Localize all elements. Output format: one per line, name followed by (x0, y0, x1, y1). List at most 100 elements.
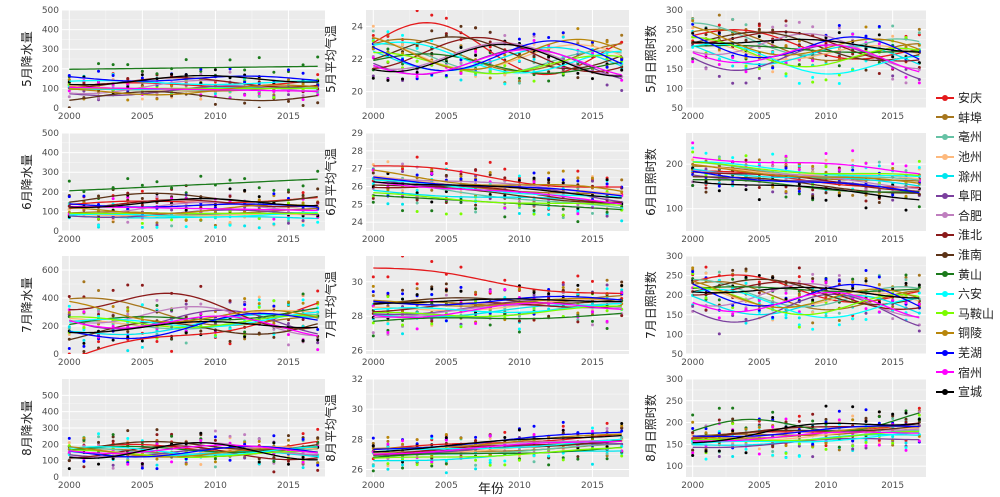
point-滁州 (532, 57, 536, 61)
point-安庆 (386, 275, 390, 279)
point-六安 (811, 75, 815, 79)
panel-9: 50 100 150 200 250 300 2000 2005 2010 2015 7月日照时数 (643, 252, 926, 368)
point-宣城 (771, 276, 775, 280)
point-池州 (140, 97, 144, 101)
point-黄山 (430, 464, 434, 468)
point-黄山 (184, 58, 188, 62)
point-池州 (199, 97, 203, 101)
point-淮北 (704, 308, 708, 312)
point-黄山 (590, 319, 594, 323)
point-马鞍山 (488, 463, 492, 467)
point-淮北 (82, 465, 86, 469)
point-宿州 (811, 279, 815, 283)
point-宣城 (243, 335, 247, 339)
point-淮南 (155, 428, 159, 432)
point-淮北 (316, 468, 320, 472)
y-tick-label: 26 (352, 465, 364, 475)
point-宣城 (824, 198, 828, 202)
point-芜湖 (784, 166, 788, 170)
point-宣城 (891, 55, 895, 59)
point-六安 (717, 57, 721, 61)
point-六安 (784, 313, 788, 317)
point-芜湖 (140, 76, 144, 80)
point-芜湖 (576, 179, 580, 183)
point-安庆 (503, 430, 507, 434)
point-淮南 (213, 102, 217, 106)
line-池州 (373, 298, 622, 312)
point-黄山 (561, 207, 565, 211)
point-六安 (415, 46, 419, 50)
point-宿州 (532, 433, 536, 437)
point-宿州 (691, 60, 695, 64)
point-六安 (228, 327, 232, 331)
point-铜陵 (257, 302, 261, 306)
line-宣城 (692, 422, 920, 444)
point-马鞍山 (891, 441, 895, 445)
point-铜陵 (837, 191, 841, 195)
point-六安 (731, 156, 735, 160)
point-黄山 (547, 79, 551, 83)
point-阜阳 (717, 332, 721, 336)
point-黄山 (228, 178, 232, 182)
line-宿州 (373, 48, 622, 76)
point-合肥 (797, 279, 801, 283)
point-淮北 (532, 318, 536, 322)
point-黄山 (199, 69, 203, 73)
point-亳州 (744, 23, 748, 27)
x-tick-label: 2000 (362, 112, 385, 122)
point-安庆 (371, 275, 375, 279)
point-亳州 (904, 278, 908, 282)
point-六安 (704, 457, 708, 461)
point-滁州 (272, 222, 276, 226)
point-阜阳 (864, 446, 868, 450)
point-淮南 (459, 24, 463, 28)
point-宿州 (691, 451, 695, 455)
legend-label: 合肥 (958, 208, 983, 223)
point-芜湖 (272, 192, 276, 196)
point-六安 (744, 281, 748, 285)
point-芜湖 (811, 442, 815, 446)
point-马鞍山 (561, 458, 565, 462)
point-黄山 (170, 434, 174, 438)
point-宣城 (415, 70, 419, 74)
point-马鞍山 (386, 60, 390, 64)
point-马鞍山 (771, 296, 775, 300)
point-淮北 (797, 266, 801, 270)
line-黄山 (69, 178, 318, 192)
point-铜陵 (415, 438, 419, 442)
line-宿州 (692, 156, 920, 175)
point-宿州 (744, 307, 748, 311)
point-宿州 (904, 164, 908, 168)
point-宿州 (891, 162, 895, 166)
point-铜陵 (704, 431, 708, 435)
point-黄山 (82, 438, 86, 442)
point-淮北 (430, 319, 434, 323)
point-铜陵 (401, 51, 405, 55)
point-宣城 (704, 449, 708, 453)
point-淮北 (111, 288, 115, 292)
point-淮北 (547, 296, 551, 300)
point-芜湖 (199, 67, 203, 71)
y-tick-label: 300 (42, 424, 59, 434)
point-蚌埠 (371, 294, 375, 298)
point-黄山 (547, 463, 551, 467)
point-淮南 (824, 191, 828, 195)
point-合肥 (891, 77, 895, 81)
point-六安 (784, 74, 788, 78)
line-滁州 (373, 46, 622, 72)
point-马鞍山 (444, 212, 448, 216)
point-安庆 (444, 16, 448, 20)
point-淮南 (811, 277, 815, 281)
point-宣城 (917, 283, 921, 287)
point-铜陵 (811, 164, 815, 168)
point-黄山 (155, 304, 159, 308)
point-池州 (67, 333, 71, 337)
point-安庆 (140, 189, 144, 193)
point-马鞍山 (286, 201, 290, 205)
panel-8: 26 28 30 2000 2005 2010 2015 7月平均气温 (323, 256, 629, 368)
point-淮南 (301, 103, 305, 107)
panel-background (366, 379, 629, 477)
point-宿州 (784, 291, 788, 295)
point-宿州 (126, 195, 130, 199)
point-宿州 (784, 417, 788, 421)
